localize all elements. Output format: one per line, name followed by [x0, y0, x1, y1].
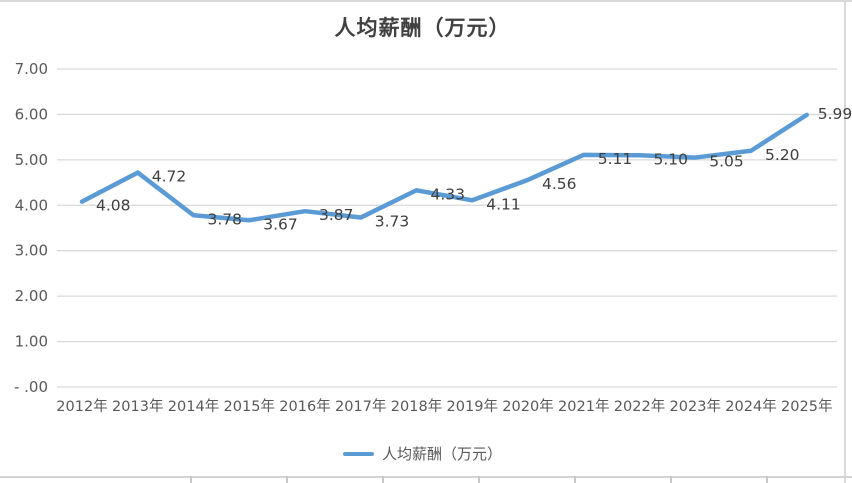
x-axis-tick-label: 2025年	[781, 398, 832, 415]
x-axis-tick-label: 2023年	[670, 398, 721, 415]
data-point-label: 5.20	[765, 146, 800, 164]
y-axis-tick-label: 2.00	[15, 287, 48, 305]
sheet-column-tick	[286, 476, 288, 483]
x-axis-tick-label: 2012年	[56, 398, 107, 415]
data-point-label: 5.99	[818, 105, 852, 123]
sheet-column-tick	[478, 476, 480, 483]
y-axis-tick-label: 3.00	[15, 242, 48, 260]
x-axis-tick-label: 2013年	[112, 398, 163, 415]
y-axis-tick-label: 7.00	[15, 60, 48, 78]
y-axis-tick-label: 4.00	[15, 196, 48, 214]
data-point-label: 3.78	[208, 210, 243, 228]
data-point-label: 5.11	[598, 150, 633, 168]
legend-line-marker	[342, 451, 374, 456]
y-axis-tick-label: 5.00	[15, 151, 48, 169]
data-point-label: 4.11	[486, 195, 521, 213]
data-point-label: 4.08	[96, 197, 131, 215]
data-point-label: 3.87	[319, 206, 354, 224]
x-axis-tick-label: 2019年	[447, 398, 498, 415]
data-point-label: 5.05	[709, 153, 744, 171]
sheet-column-tick	[670, 476, 672, 483]
y-axis-tick-label: 1.00	[15, 333, 48, 351]
y-axis-tick-label: - .00	[14, 378, 48, 396]
sheet-top-gridline	[0, 0, 852, 2]
x-axis-tick-label: 2020年	[502, 398, 553, 415]
sheet-column-tick	[766, 476, 768, 483]
chart-legend[interactable]: 人均薪酬（万元）	[0, 443, 845, 464]
data-point-label: 4.56	[542, 175, 577, 193]
legend-series-label: 人均薪酬（万元）	[381, 445, 502, 463]
x-axis-tick-label: 2015年	[224, 398, 275, 415]
sheet-right-gridline	[844, 0, 846, 483]
data-point-label: 4.33	[431, 185, 466, 203]
data-point-label: 3.67	[263, 215, 298, 233]
x-axis-tick-label: 2014年	[168, 398, 219, 415]
x-axis-tick-label: 2021年	[558, 398, 609, 415]
x-axis-tick-label: 2022年	[614, 398, 665, 415]
sheet-column-tick	[190, 476, 192, 483]
sheet-bottom-gridline	[0, 476, 852, 478]
x-axis-tick-label: 2017年	[335, 398, 386, 415]
x-axis-tick-label: 2016年	[279, 398, 330, 415]
x-axis-tick-label: 2018年	[391, 398, 442, 415]
chart-title: 人均薪酬（万元）	[334, 16, 511, 40]
data-point-label: 3.73	[375, 213, 410, 231]
data-point-label: 5.10	[654, 150, 689, 168]
data-point-label: 4.72	[152, 168, 187, 186]
x-axis-tick-label: 2024年	[725, 398, 776, 415]
sheet-column-tick	[382, 476, 384, 483]
sheet-column-tick	[574, 476, 576, 483]
y-axis-tick-label: 6.00	[15, 105, 48, 123]
series-line	[79, 112, 809, 223]
